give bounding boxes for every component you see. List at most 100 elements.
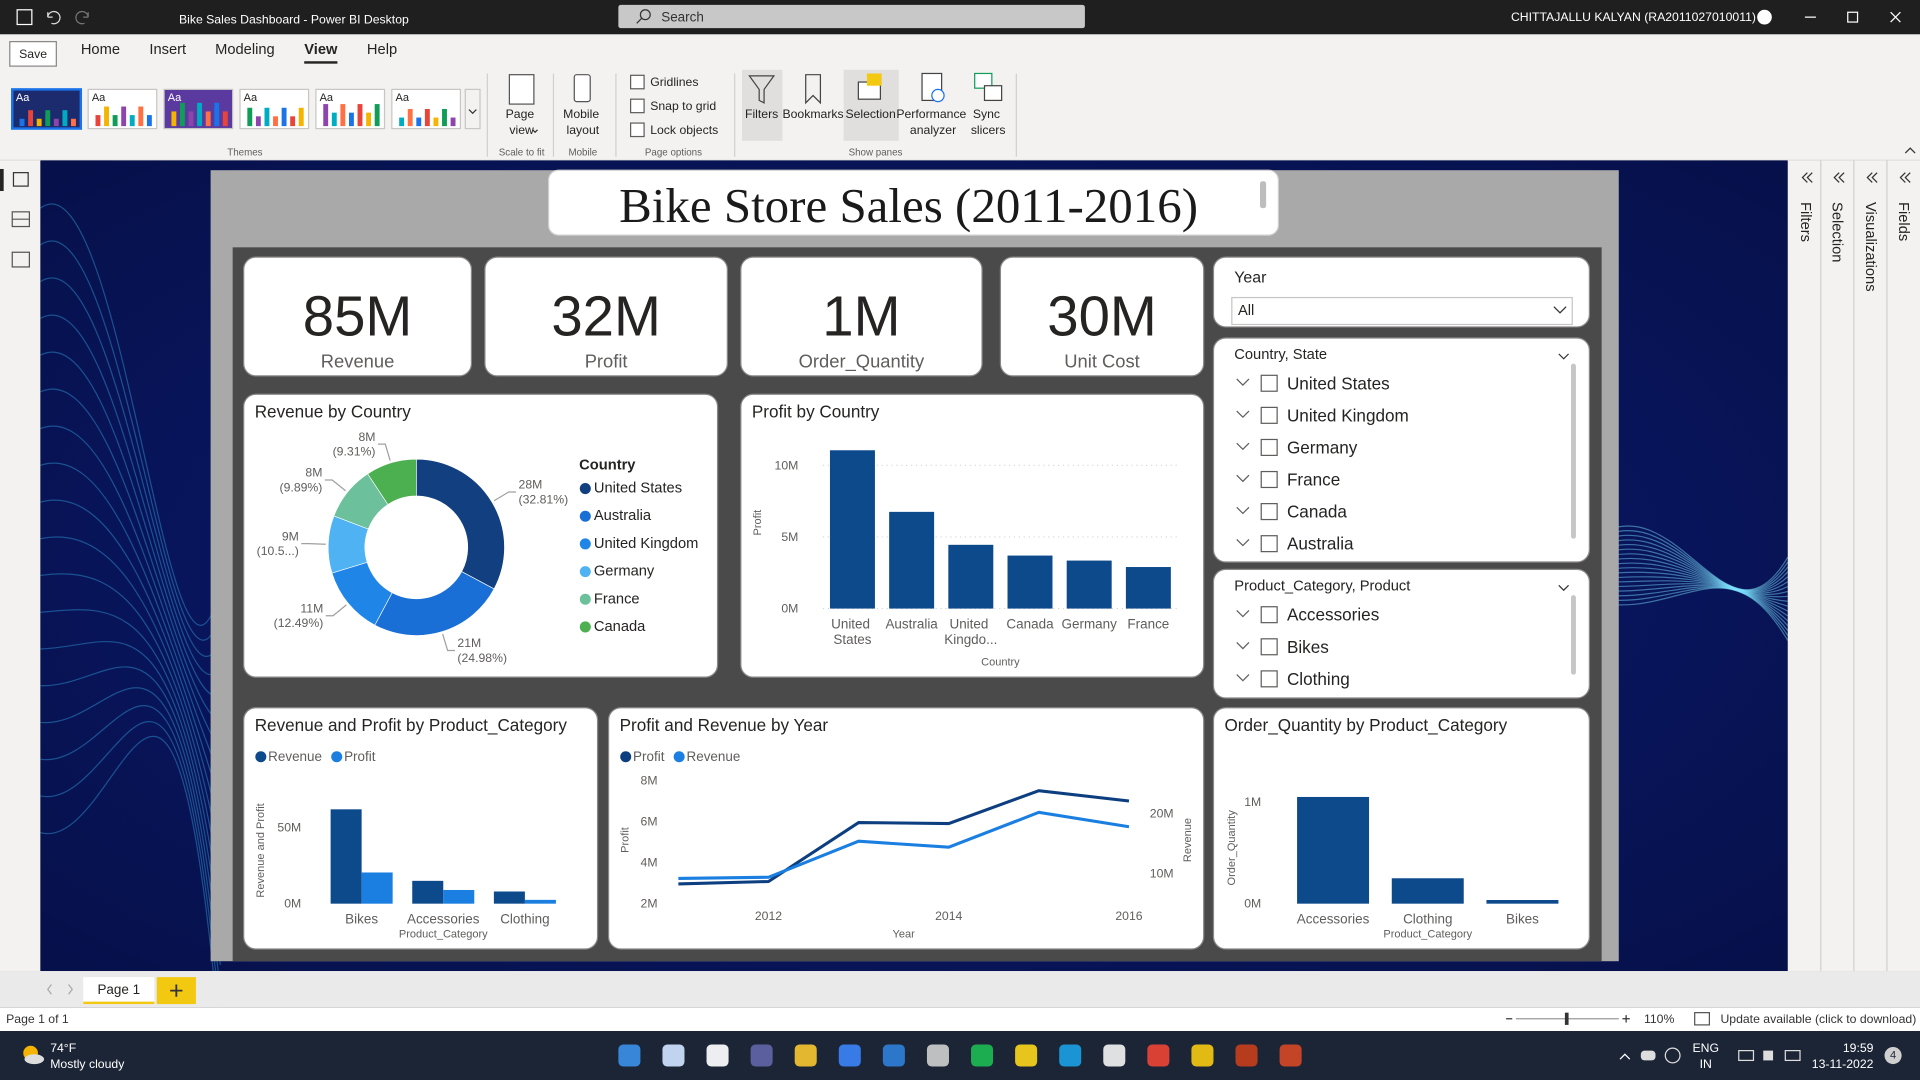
checkbox[interactable] [1260,374,1278,392]
restore-button[interactable] [1847,11,1859,23]
taskbar-app[interactable] [971,1044,994,1067]
page-tab-indicator [83,1001,155,1005]
checkbox[interactable] [1260,470,1278,489]
expand-pane[interactable] [1801,172,1813,183]
zoom-plus[interactable] [1622,1015,1630,1023]
search-box[interactable] [618,4,1085,29]
checkbox[interactable] [1260,438,1278,456]
theme-label: Aa [16,92,30,104]
slicer-item[interactable]: Germany [1287,437,1358,457]
weather-icon [24,1054,45,1065]
taskbar-app[interactable] [794,1044,817,1067]
taskbar-app[interactable] [1147,1044,1170,1067]
taskbar-app[interactable] [618,1044,641,1067]
checkbox[interactable] [1260,606,1278,624]
taskbar-app[interactable] [1279,1044,1302,1067]
page-nav[interactable] [46,984,74,995]
wave [1591,534,1789,592]
undo-icon[interactable] [47,10,61,25]
x-tick-label: United States [831,616,874,647]
ribbon-tab[interactable]: Help [367,42,397,58]
visual-panel [1212,568,1591,699]
mobile-icon[interactable] [573,74,591,103]
report-view-icon[interactable] [12,172,29,187]
dropdown-chevron [1553,306,1567,314]
checkbox[interactable] [1260,535,1278,553]
notification-badge[interactable] [1884,1046,1902,1065]
taskbar-app[interactable] [926,1044,949,1067]
slicer-item[interactable]: United Kingdom [1287,405,1409,425]
ribbon-button[interactable]: Filters [745,107,778,121]
update-link[interactable]: Update available (click to download) [1720,1012,1916,1026]
wave [40,314,221,676]
slicer-item[interactable]: United States [1287,373,1390,393]
taskbar-app[interactable] [1015,1044,1038,1067]
theme-bar [45,110,51,127]
ribbon-button[interactable]: Page view [506,107,538,137]
data-label: (9.31%) [333,445,376,459]
taskbar-app[interactable] [838,1044,861,1067]
pane-tab[interactable]: Fields [1895,202,1911,241]
ribbon-tab[interactable]: Home [81,42,120,58]
expand-item [1236,674,1250,682]
close-button[interactable] [1890,11,1901,23]
fit-icon[interactable] [1694,1012,1710,1026]
slicer-item[interactable]: Clothing [1287,669,1350,689]
chart-title: Profit by Country [752,401,880,421]
slicer-item[interactable]: Accessories [1287,605,1379,625]
taskbar-app[interactable] [1191,1044,1214,1067]
legend-title: Country [579,457,636,473]
taskbar-app[interactable] [1103,1044,1126,1067]
expand-pane[interactable] [1833,172,1845,183]
expand-pane[interactable] [1866,172,1878,183]
checkbox[interactable] [1260,670,1278,688]
checkbox[interactable] [630,74,645,90]
page-tab-label[interactable]: Page 1 [97,982,140,997]
taskbar-app[interactable] [882,1044,905,1067]
taskbar-app[interactable] [706,1044,729,1067]
slicer-item[interactable]: Australia [1287,534,1354,554]
page-view-icon[interactable] [508,74,535,105]
ribbon-tab[interactable]: View [304,42,338,58]
pane-tab[interactable]: Filters [1797,202,1813,242]
slicer-item[interactable]: Bikes [1287,637,1329,657]
save-icon[interactable] [16,9,33,26]
expand-pane[interactable] [1899,172,1911,183]
active-tab-underline [304,61,338,64]
taskbar-app[interactable] [750,1044,773,1067]
checkbox[interactable] [1260,638,1278,656]
ribbon-tab[interactable]: Insert [149,42,186,58]
taskbar-app[interactable] [1059,1044,1082,1067]
ribbon-button[interactable]: Sync slicers [971,107,1006,137]
checkbox[interactable] [630,98,645,114]
ribbon-button[interactable]: Performance analyzer [896,107,969,137]
pane-tab[interactable]: Selection [1829,202,1845,262]
slicer-title: Year [1234,269,1267,286]
pane-tab[interactable]: Visualizations [1862,202,1878,292]
model-view-icon[interactable] [11,251,30,268]
checkbox[interactable] [1260,406,1278,424]
wave [1591,587,1789,641]
slicer-item[interactable]: France [1287,470,1340,490]
checkbox[interactable] [630,122,645,138]
theme-bar [28,110,34,127]
theme-bar [323,104,329,127]
legend-label: France [594,591,640,607]
slicer-dropdown[interactable] [1231,296,1573,326]
page-tab[interactable] [83,977,155,1005]
taskbar-app[interactable] [1235,1044,1258,1067]
checkbox[interactable] [1260,503,1278,521]
wave [1591,586,1789,636]
page-view-chevron [532,129,538,134]
ribbon-tab[interactable]: Modeling [215,42,275,58]
slicer-item[interactable]: Canada [1287,502,1347,522]
legend-marker [579,538,591,550]
ribbon-button[interactable]: Selection [845,107,896,121]
themes-scroll[interactable] [464,88,481,130]
ribbon-button[interactable]: Mobile layout [563,107,602,137]
search-placeholder[interactable]: Search [661,10,704,25]
zoom-thumb[interactable] [1564,1012,1569,1025]
taskbar-app[interactable] [662,1044,685,1067]
theme-bar [19,118,25,127]
ribbon-button[interactable]: Bookmarks [782,107,843,121]
